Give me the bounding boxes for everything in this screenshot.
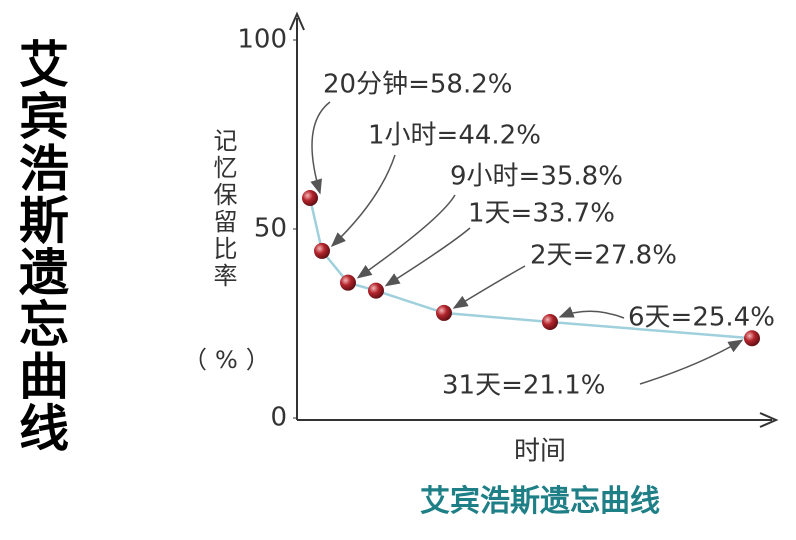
point (436, 304, 452, 321)
side-title: 艾宾浩斯遗忘曲线 (11, 38, 69, 454)
data-label: 6天=25.4% (628, 303, 775, 333)
annotation-arrow (384, 227, 471, 287)
point (744, 330, 760, 347)
data-label: 1小时=44.2% (368, 121, 541, 151)
point (542, 313, 558, 330)
point (368, 282, 384, 299)
annotation-arrow (356, 194, 456, 279)
data-label: 20分钟=58.2% (323, 70, 512, 100)
y-tick-label: 50 (254, 214, 287, 244)
annotation-arrow (330, 154, 396, 247)
x-axis-arrow (759, 412, 779, 428)
point (302, 190, 318, 207)
y-tick-label: 0 (270, 403, 287, 433)
annotation-arrow (558, 306, 625, 319)
x-axis-label: 时间 (514, 437, 566, 467)
point (314, 242, 330, 259)
chart-title: 艾宾浩斯遗忘曲线 (420, 484, 660, 519)
data-label: 9小时=35.8% (450, 162, 623, 192)
y-tick-label: 100 (237, 25, 287, 55)
annotation-arrow (639, 339, 744, 385)
point (340, 274, 356, 291)
y-axis-arrow (289, 11, 305, 31)
data-label: 2天=27.8% (530, 241, 677, 271)
data-label: 1天=33.7% (468, 199, 615, 229)
y-axis-unit: （%） (183, 346, 278, 374)
y-axis-label: 记忆保留比率 (209, 128, 237, 290)
data-label: 31天=21.1% (442, 371, 605, 401)
annotation-arrow (310, 101, 331, 195)
annotation-arrow (452, 265, 526, 309)
